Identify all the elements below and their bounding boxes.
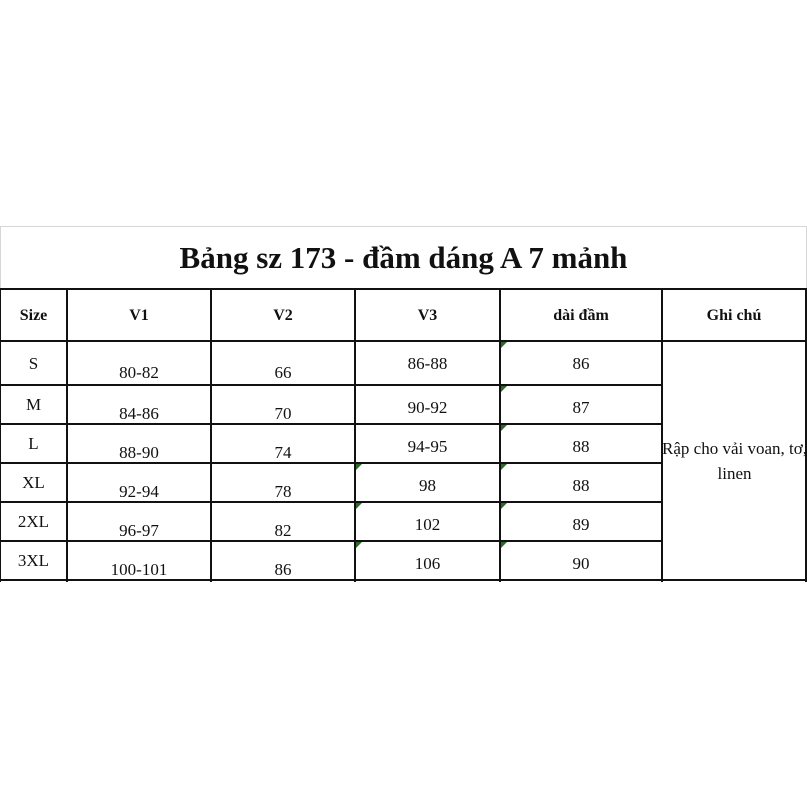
table-cell-v3: 86-88 xyxy=(407,354,448,373)
table-title: Bảng sz 173 - đầm dáng A 7 mảnh xyxy=(179,240,628,275)
table-row-divider xyxy=(0,540,662,542)
comment-marker-icon xyxy=(501,542,507,548)
table-row-divider xyxy=(0,288,807,290)
table-cell-size: XL xyxy=(22,473,45,492)
note-cell: Rập cho vải voan, tơ, linen xyxy=(662,439,807,483)
table-column-divider xyxy=(354,289,356,582)
table-cell-v3: 90-92 xyxy=(407,398,448,417)
comment-marker-icon xyxy=(356,464,362,470)
table-cell-v3: 106 xyxy=(414,554,441,573)
header-2: V2 xyxy=(273,307,293,324)
table-cell-v1: 96-97 xyxy=(119,521,159,540)
comment-marker-icon xyxy=(501,464,507,470)
header-1: V1 xyxy=(129,307,149,324)
table-column-divider xyxy=(805,289,807,582)
table-cell-v3: 98 xyxy=(419,476,436,495)
comment-marker-icon xyxy=(356,503,362,509)
header-0: Size xyxy=(19,307,48,324)
table-column-divider xyxy=(661,289,663,582)
table-cell-v2: 78 xyxy=(274,482,292,501)
header-3: V3 xyxy=(417,307,438,324)
table-cell-v1: 100-101 xyxy=(110,560,168,579)
table-cell-v2: 70 xyxy=(274,404,292,423)
header-5: Ghi chú xyxy=(706,307,762,324)
table-cell-length: 88 xyxy=(572,437,590,456)
table-cell-size: L xyxy=(28,434,39,453)
table-cell-v1: 80-82 xyxy=(119,363,159,382)
table-row-divider xyxy=(0,501,662,503)
comment-marker-icon xyxy=(356,542,362,548)
table-row-divider xyxy=(0,423,662,425)
table-cell-length: 88 xyxy=(572,476,590,495)
table-row-divider xyxy=(0,579,807,581)
table-cell-v1: 88-90 xyxy=(119,443,159,462)
table-cell-size: 3XL xyxy=(17,551,50,570)
comment-marker-icon xyxy=(501,342,507,348)
table-row-divider xyxy=(0,340,807,342)
table-cell-size: M xyxy=(25,395,42,414)
table-column-divider xyxy=(66,289,68,582)
table-column-divider xyxy=(499,289,501,582)
table-row-divider xyxy=(0,462,662,464)
table-cell-length: 87 xyxy=(572,398,590,417)
table-cell-length: 90 xyxy=(572,554,590,573)
table-cell-size: 2XL xyxy=(17,512,50,531)
table-cell-length: 89 xyxy=(572,515,590,534)
table-cell-v3: 102 xyxy=(414,515,441,534)
comment-marker-icon xyxy=(501,386,507,392)
table-cell-v2: 82 xyxy=(274,521,292,540)
table-cell-v1: 92-94 xyxy=(119,482,159,501)
table-column-divider xyxy=(0,289,1,582)
comment-marker-icon xyxy=(501,503,507,509)
comment-marker-icon xyxy=(501,425,507,431)
table-cell-v1: 84-86 xyxy=(119,404,159,423)
table-column-divider xyxy=(210,289,212,582)
table-row-divider xyxy=(0,384,662,386)
header-4: dài đầm xyxy=(553,307,609,324)
table-cell-v3: 94-95 xyxy=(407,437,448,456)
table-cell-size: S xyxy=(28,354,39,373)
table-cell-v2: 86 xyxy=(274,560,292,579)
table-cell-length: 86 xyxy=(572,354,590,373)
table-cell-v2: 74 xyxy=(274,443,292,462)
table-cell-v2: 66 xyxy=(274,363,292,382)
